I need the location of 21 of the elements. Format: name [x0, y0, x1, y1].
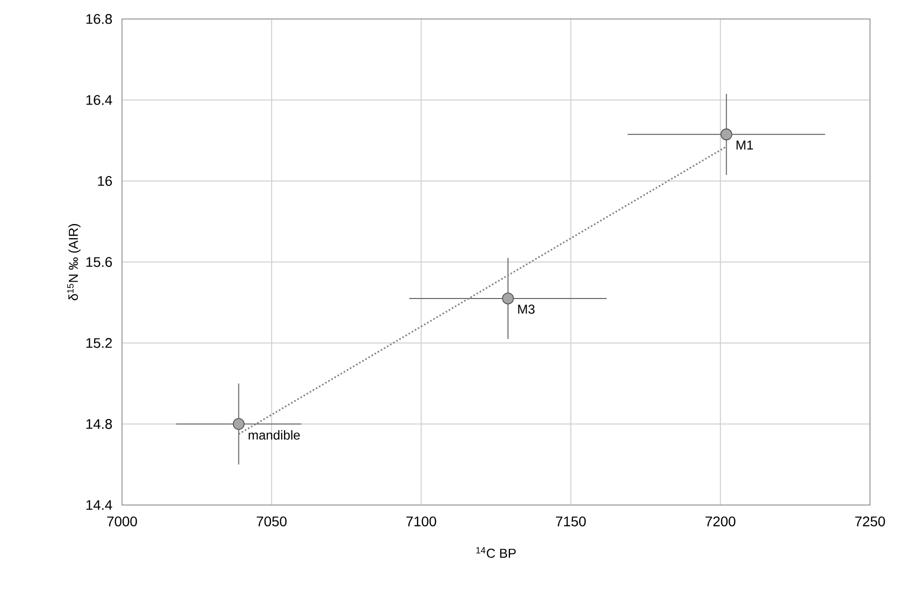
y-tick-label: 15.6: [86, 257, 112, 267]
y-tick-label: 15.2: [86, 338, 112, 348]
annotation: M1: [736, 140, 753, 150]
x-tick-label: 7200: [706, 516, 736, 526]
x-tick-label: 7250: [855, 516, 885, 526]
x-tick-label: 7150: [556, 516, 586, 526]
annotation: mandible: [248, 430, 300, 440]
point: [232, 418, 245, 430]
y-axis-title: δ$^{15}$N ‰ (AIR): [67, 224, 81, 300]
point: [720, 128, 732, 140]
y-tick-label: 16: [98, 176, 112, 186]
x-tick-label: 7050: [256, 516, 287, 526]
x-axis-title: $^{14}$C BP: [476, 547, 516, 558]
y-tick-label: 14.8: [86, 419, 112, 429]
y-tick-label: 14.4: [86, 500, 112, 510]
x-tick-label: 7100: [406, 516, 436, 526]
annotation: M3: [518, 304, 535, 314]
y-tick-label: 16.8: [86, 14, 112, 24]
y-tick-label: 16.4: [86, 95, 112, 105]
x-tick-label: 7000: [107, 516, 137, 526]
point: [502, 292, 514, 304]
